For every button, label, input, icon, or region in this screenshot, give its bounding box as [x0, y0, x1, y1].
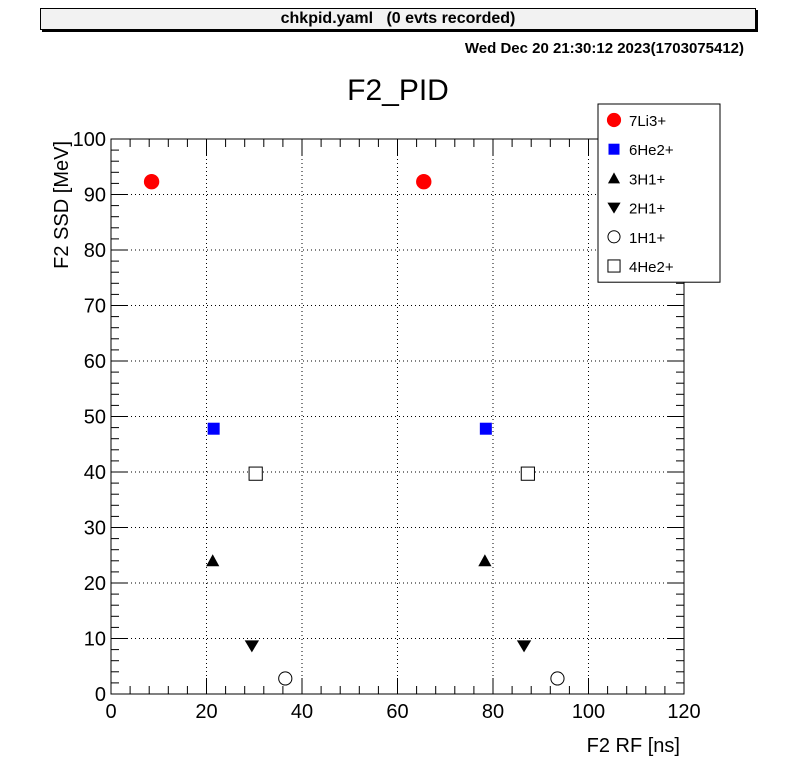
legend-label: 1H1+: [629, 230, 666, 247]
y-axis-label: F2 SSD [MeV]: [51, 141, 73, 269]
y-tick-label: 70: [84, 296, 106, 318]
legend-label: 2H1+: [629, 201, 666, 218]
data-point: [244, 640, 260, 653]
data-point: [248, 466, 263, 481]
y-tick-label: 0: [95, 684, 106, 706]
tick-labels: 0 20 40 60 80 100 120 0 10 20 30 40 50 60 70 80 90 100: [73, 129, 701, 723]
y-tick-label: 80: [84, 240, 106, 262]
legend-marker: [606, 112, 622, 128]
x-tick-label: 120: [667, 701, 700, 723]
legend-marker: [607, 259, 621, 273]
legend-marker: [608, 143, 620, 155]
data-point: [516, 640, 532, 653]
grid-lines: [111, 139, 684, 694]
y-tick-label: 60: [84, 351, 106, 373]
data-point: [416, 174, 432, 190]
legend-box: [597, 103, 721, 283]
y-tick-label: 10: [84, 629, 106, 651]
y-tick-label: 90: [84, 185, 106, 207]
data-point: [278, 671, 293, 686]
data-point: [206, 554, 220, 567]
data-point: [550, 671, 565, 686]
data-point: [207, 422, 220, 435]
y-tick-label: 30: [84, 518, 106, 540]
data-point: [520, 466, 535, 481]
legend-marker: [607, 230, 621, 244]
legend: 7Li3+ 6He2+ 3H1+ 2H1+ 1H1+ 4He2+: [597, 103, 721, 283]
y-tick-label: 20: [84, 573, 106, 595]
legend-label: 6He2+: [629, 142, 674, 159]
data-point: [143, 174, 160, 190]
legend-marker: [607, 202, 621, 214]
legend-label: 3H1+: [629, 171, 666, 188]
x-tick-label: 0: [105, 701, 116, 723]
canvas-title-box: chkpid.yaml (0 evts recorded): [40, 8, 756, 30]
x-tick-label: 80: [482, 701, 504, 723]
x-tick-label: 20: [195, 701, 217, 723]
canvas-title: chkpid.yaml (0 evts recorded): [280, 10, 516, 27]
data-markers: [143, 174, 565, 686]
x-tick-label: 100: [572, 701, 605, 723]
y-tick-label: 40: [84, 462, 106, 484]
legend-label: 7Li3+: [629, 113, 666, 130]
y-tick-label: 100: [73, 129, 106, 151]
y-tick-label: 50: [84, 407, 106, 429]
x-tick-label: 60: [386, 701, 408, 723]
plot-title: F2_PID: [347, 74, 449, 107]
legend-entries: 7Li3+ 6He2+ 3H1+ 2H1+ 1H1+ 4He2+: [606, 112, 674, 276]
data-point: [478, 554, 492, 567]
legend-label: 4He2+: [629, 259, 674, 276]
timestamp: Wed Dec 20 21:30:12 2023(1703075412): [464, 40, 744, 57]
x-axis-label: F2 RF [ns]: [587, 735, 680, 757]
data-point: [479, 422, 492, 435]
legend-marker: [607, 172, 621, 184]
x-tick-label: 40: [291, 701, 313, 723]
